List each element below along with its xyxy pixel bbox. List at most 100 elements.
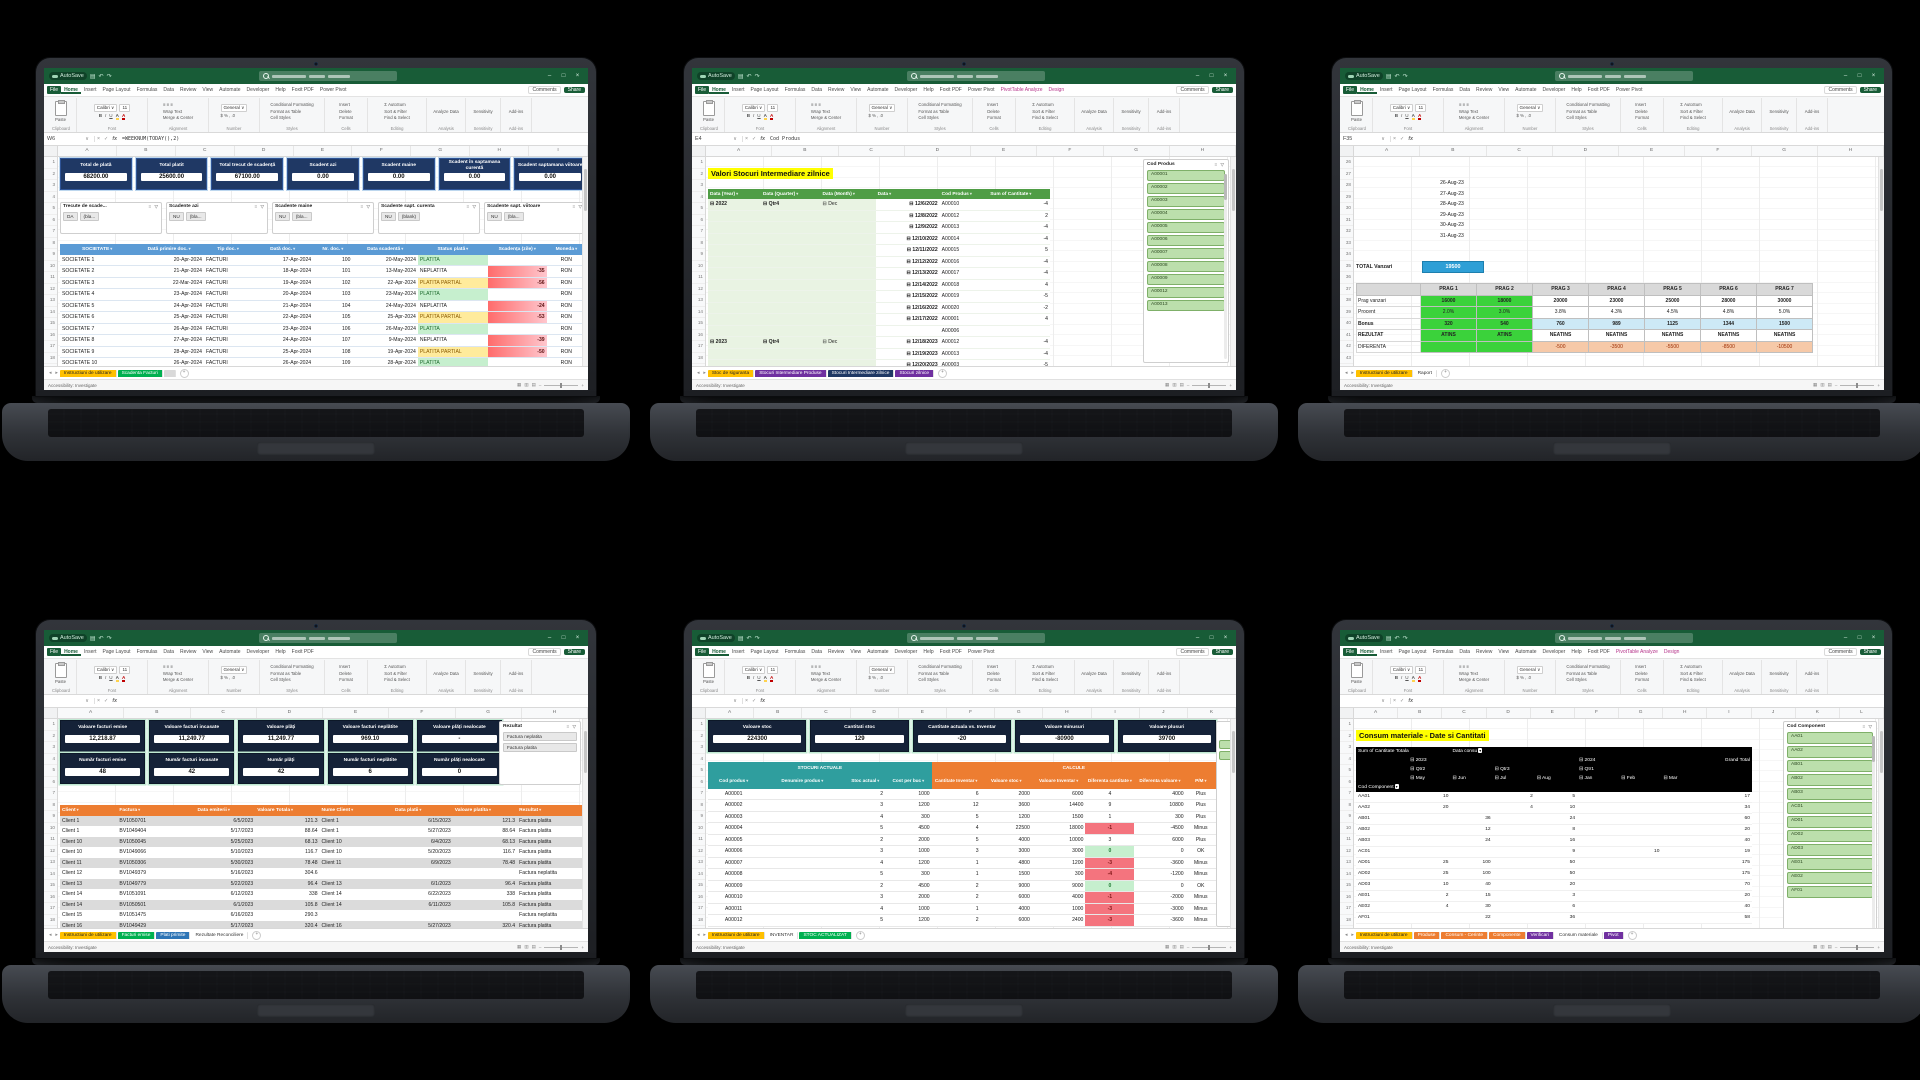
analyze-data-button[interactable]: Analyze Data xyxy=(1729,108,1755,114)
zoom-in-button[interactable]: + xyxy=(581,382,584,388)
slicer-button-blank[interactable]: (blank) xyxy=(397,212,421,221)
save-icon[interactable]: ▤ xyxy=(89,73,96,80)
row-number[interactable]: 7 xyxy=(44,226,57,238)
fill-color-button[interactable]: A xyxy=(115,112,119,120)
row-number[interactable]: 16 xyxy=(692,330,705,341)
number-format-select[interactable]: General ∨ xyxy=(1516,104,1544,113)
column-header-nr-doc[interactable]: Nr. doc.▾ xyxy=(313,244,353,255)
wrap-text-button[interactable]: Wrap Text xyxy=(1458,108,1479,114)
column-header-i[interactable]: I xyxy=(1092,708,1140,718)
row-number[interactable]: 15 xyxy=(692,318,705,330)
row-number[interactable]: 19 xyxy=(692,926,705,928)
sensitivity-button[interactable]: Sensitivity xyxy=(1121,670,1141,676)
pivot-month-jun[interactable]: ⊟ Jun xyxy=(1450,773,1493,783)
merge-center-button[interactable]: Merge & Center xyxy=(810,115,842,121)
conditional-formatting-button[interactable]: Conditional Formatting xyxy=(270,102,314,108)
search-box[interactable] xyxy=(1554,633,1693,643)
column-header-g[interactable]: G xyxy=(456,708,522,718)
row-number[interactable]: 9 xyxy=(692,811,705,823)
row-number[interactable]: 7 xyxy=(1340,788,1353,800)
maximize-button[interactable]: □ xyxy=(1209,635,1214,641)
column-header-societate[interactable]: SOCIETATE▾ xyxy=(60,244,135,255)
save-icon[interactable]: ▤ xyxy=(1385,635,1392,642)
sort-filter-button[interactable]: Sort & Filter xyxy=(384,108,407,114)
tab-automate[interactable]: Automate xyxy=(867,649,889,655)
name-box-dropdown-icon[interactable]: ∨ xyxy=(85,698,89,704)
row-number[interactable]: 18 xyxy=(692,353,705,364)
row-number[interactable]: 10 xyxy=(692,261,705,272)
insert-button[interactable]: Insert xyxy=(339,664,350,670)
name-box[interactable]: ∨ xyxy=(1340,698,1391,704)
row-number[interactable]: 3 xyxy=(1340,742,1353,754)
view-layout-icon[interactable]: ▥ xyxy=(1172,944,1177,949)
name-box[interactable]: W6 ∨ xyxy=(44,136,95,142)
tab-home[interactable]: Home xyxy=(709,648,729,656)
column-header-k[interactable]: K xyxy=(1796,708,1840,718)
delete-button[interactable]: Delete xyxy=(1635,670,1648,676)
column-header-p-m[interactable]: P/M▾ xyxy=(1185,772,1216,789)
column-header-a[interactable]: A xyxy=(1354,708,1399,718)
pivot-quarter-qtr2[interactable]: ⊟ Qtr2 xyxy=(1408,764,1451,774)
maximize-button[interactable]: □ xyxy=(561,635,566,641)
sensitivity-button[interactable]: Sensitivity xyxy=(1769,670,1789,676)
insert-button[interactable]: Insert xyxy=(987,102,998,108)
pivot-month-jan[interactable]: ⊟ Jan xyxy=(1577,773,1620,783)
find-select-button[interactable]: Find & Select xyxy=(384,115,410,121)
column-header-f[interactable]: F xyxy=(1685,146,1752,156)
maximize-button[interactable]: □ xyxy=(1857,635,1862,641)
italic-button[interactable]: I xyxy=(753,112,755,118)
slicer-scrollbar[interactable] xyxy=(1872,736,1875,928)
scrollbar-thumb[interactable] xyxy=(584,731,587,773)
wrap-text-button[interactable]: Wrap Text xyxy=(810,108,831,114)
row-number[interactable]: 5 xyxy=(692,765,705,777)
dropdown-icon[interactable]: ▾ xyxy=(1478,748,1483,753)
view-break-icon[interactable]: ▤ xyxy=(531,944,536,949)
font-size-select[interactable]: 11 xyxy=(767,665,779,674)
sheet-tab-verificari[interactable]: Verificari xyxy=(1526,931,1554,939)
add-ins-button[interactable]: Add-ins xyxy=(508,108,524,114)
column-header-a[interactable]: A xyxy=(58,708,125,718)
row-number[interactable]: 16 xyxy=(1340,892,1353,903)
paste-button[interactable]: Paste xyxy=(703,99,715,122)
number-buttons[interactable]: $ % , .0 xyxy=(1516,113,1532,119)
slicer-settings-icons[interactable]: ≡ ▽ xyxy=(572,204,583,209)
tab-help[interactable]: Help xyxy=(923,649,934,655)
new-sheet-button[interactable]: + xyxy=(179,368,189,378)
share-button[interactable]: Share xyxy=(1211,87,1233,93)
cell-styles-button[interactable]: Cell Styles xyxy=(1566,115,1587,121)
zoom-slider[interactable] xyxy=(544,382,579,388)
redo-icon[interactable]: ↷ xyxy=(1402,635,1408,642)
column-header-l[interactable]: L xyxy=(1840,708,1884,718)
tab-automate[interactable]: Automate xyxy=(219,649,241,655)
undo-icon[interactable]: ↶ xyxy=(1394,73,1400,80)
search-box[interactable] xyxy=(258,633,397,643)
redo-icon[interactable]: ↷ xyxy=(754,635,760,642)
column-header-c[interactable]: C xyxy=(802,708,851,718)
column-header-valoare-stoc[interactable]: Valoare stoc▾ xyxy=(980,772,1032,789)
zoom-out-button[interactable]: – xyxy=(1834,382,1838,388)
tab-review[interactable]: Review xyxy=(1475,87,1493,93)
column-header-b[interactable]: B xyxy=(124,708,191,718)
sheet-tab-produse[interactable]: Produse xyxy=(1413,931,1441,939)
zoom-knob[interactable] xyxy=(1856,382,1859,388)
slicer-item-a00004[interactable]: A00004 xyxy=(1147,209,1225,220)
row-number[interactable]: 10 xyxy=(1340,823,1353,834)
column-header-j[interactable]: J xyxy=(1140,708,1188,718)
tab-developer[interactable]: Developer xyxy=(246,87,270,93)
column-header-cantitate-inventar[interactable]: Cantitate Inventar▾ xyxy=(931,772,981,789)
minimize-button[interactable]: – xyxy=(547,73,552,79)
tab-page-layout[interactable]: Page Layout xyxy=(750,87,779,93)
view-layout-icon[interactable]: ▥ xyxy=(1820,382,1825,387)
delete-button[interactable]: Delete xyxy=(1635,108,1648,114)
row-number[interactable]: 13 xyxy=(692,857,705,869)
slicer-item-ad03[interactable]: AD03 xyxy=(1787,844,1873,856)
column-header-g[interactable]: G xyxy=(1752,146,1818,156)
pivot-quarter-qtr1[interactable]: ⊟ Qtr1 xyxy=(1577,764,1620,774)
row-number[interactable]: 38 xyxy=(1340,295,1353,307)
redo-icon[interactable]: ↷ xyxy=(1402,73,1408,80)
row-number[interactable]: 11 xyxy=(1340,834,1353,846)
number-buttons[interactable]: $ % , .0 xyxy=(220,113,236,119)
tab-formulas[interactable]: Formulas xyxy=(136,649,158,655)
sheet-tab-stocuri-intermediare-produse[interactable]: Stocuri Intermediare Produse xyxy=(755,369,827,377)
new-sheet-button[interactable]: + xyxy=(252,930,262,940)
